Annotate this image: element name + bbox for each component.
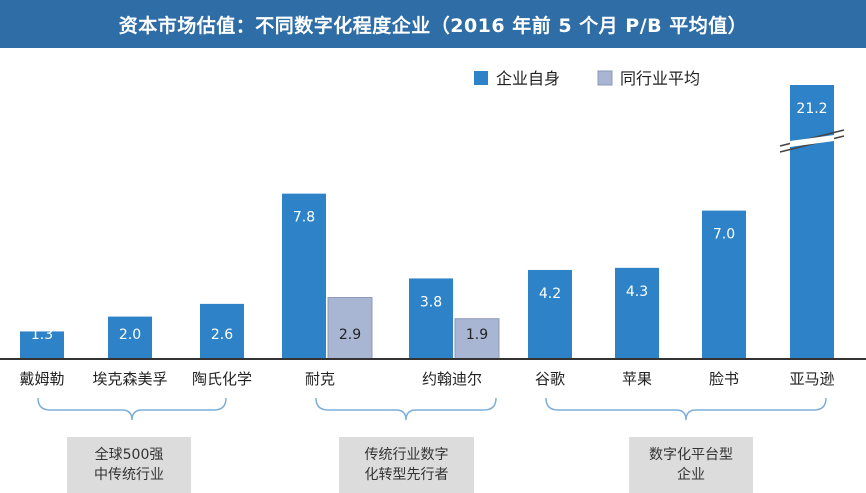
axis-break-gap — [790, 135, 834, 147]
group-box-2: 数字化平台型 企业 — [629, 437, 753, 493]
legend-swatch-0 — [474, 71, 488, 85]
group-box-0: 全球500强 中传统行业 — [67, 437, 191, 493]
group-label-line: 企业 — [677, 467, 705, 483]
category-label-亚马逊: 亚马逊 — [789, 370, 834, 388]
category-label-戴姆勒: 戴姆勒 — [19, 370, 64, 388]
bar-苹果-own — [615, 267, 659, 359]
group-brace-2 — [545, 397, 827, 421]
group-brace-0 — [37, 397, 227, 421]
value-label-苹果-own: 4.3 — [626, 284, 648, 300]
bar-chart: 企业自身 同行业平均 1.3 2.0 2.6 7.8 2.9 3.8 1.9 4.2 4.3 7.0… — [0, 69, 866, 421]
chart-title: 资本市场估值：不同数字化程度企业（2016 年前 5 个月 P/B 平均值） — [0, 0, 866, 48]
category-label-埃克森美孚: 埃克森美孚 — [92, 370, 167, 388]
legend-label-0: 企业自身 — [496, 69, 560, 88]
bar-脸书-own — [702, 210, 746, 359]
value-label-耐克-peer: 2.9 — [339, 327, 361, 343]
bar-陶氏化学-own — [200, 303, 244, 359]
bar-戴姆勒-own — [20, 331, 64, 359]
category-label-苹果: 苹果 — [622, 370, 652, 388]
bar-耐克-peer — [327, 297, 373, 360]
legend: 企业自身 同行业平均 — [474, 69, 700, 88]
group-label-line: 全球500强 — [94, 447, 164, 463]
value-label-耐克-own: 7.8 — [293, 210, 315, 226]
group-label-line: 数字化平台型 — [649, 447, 733, 463]
group-label-line: 中传统行业 — [94, 467, 164, 483]
category-label-谷歌: 谷歌 — [535, 370, 565, 388]
bar-亚马逊-own — [790, 85, 834, 359]
bar-谷歌-own — [528, 269, 572, 359]
legend-swatch-1 — [597, 70, 613, 86]
value-label-陶氏化学-own: 2.6 — [211, 327, 233, 343]
value-label-谷歌-own: 4.2 — [539, 286, 561, 302]
value-label-脸书-own: 7.0 — [713, 227, 735, 243]
value-label-埃克森美孚-own: 2.0 — [119, 327, 141, 343]
category-label-脸书: 脸书 — [709, 370, 739, 388]
category-labels: 戴姆勒 埃克森美孚 陶氏化学 耐克 约翰迪尔 谷歌 苹果 脸书 亚马逊 — [19, 370, 834, 388]
bars-layer: 1.3 2.0 2.6 7.8 2.9 3.8 1.9 4.2 4.3 7.0 21.2 — [20, 85, 845, 360]
category-label-约翰迪尔: 约翰迪尔 — [422, 370, 482, 388]
group-label-line: 化转型先行者 — [364, 467, 449, 483]
group-brace-1 — [315, 397, 497, 421]
bar-约翰迪尔-own — [409, 278, 453, 359]
bar-耐克-own — [282, 193, 326, 359]
group-label-line: 传统行业数字 — [364, 447, 449, 463]
bar-约翰迪尔-peer — [454, 318, 500, 360]
value-label-约翰迪尔-own: 3.8 — [420, 294, 442, 310]
legend-label-1: 同行业平均 — [620, 69, 700, 88]
category-label-陶氏化学: 陶氏化学 — [192, 370, 252, 388]
group-braces — [37, 397, 827, 421]
value-label-亚马逊-own: 21.2 — [796, 101, 827, 117]
group-box-1: 传统行业数字 化转型先行者 — [339, 437, 474, 493]
value-label-约翰迪尔-peer: 1.9 — [466, 327, 488, 343]
value-label-戴姆勒-own: 1.3 — [31, 327, 53, 343]
bar-埃克森美孚-own — [108, 316, 152, 359]
category-label-耐克: 耐克 — [305, 370, 335, 388]
